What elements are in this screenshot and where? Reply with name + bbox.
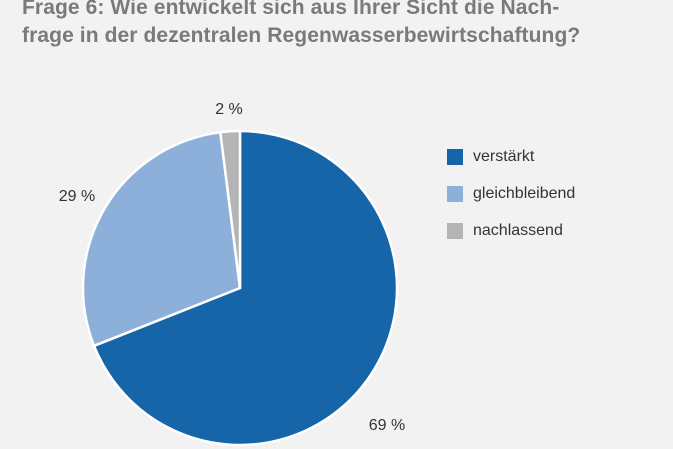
chart-title-line-2: frage in der dezentralen Regenwasserbewi… (22, 24, 581, 47)
legend-label-verstaerkt: verstärkt (473, 147, 535, 165)
legend-item-verstaerkt: verstärkt (447, 138, 575, 175)
legend-item-gleichbleibend: gleichbleibend (447, 175, 575, 212)
chart-title-line-1: Frage 6: Wie entwickelt sich aus Ihrer S… (22, 0, 560, 19)
pie-slice-verstaerkt (92, 129, 399, 447)
legend-item-nachlassend: nachlassend (447, 212, 575, 249)
legend-swatch-verstaerkt (447, 148, 463, 165)
legend: verstärkt gleichbleibend nachlassend (447, 138, 575, 249)
legend-label-gleichbleibend: gleichbleibend (473, 184, 576, 202)
chart-title: Frage 6: Wie entwickelt sich aus Ihrer S… (22, 0, 662, 50)
pie-slice-nachlassend (219, 129, 242, 290)
data-label-gleichbleibend: 29 % (59, 188, 95, 205)
data-label-nachlassend: 2 % (215, 101, 243, 118)
legend-swatch-nachlassend (447, 222, 463, 239)
data-label-verstaerkt: 69 % (369, 417, 405, 434)
legend-label-nachlassend: nachlassend (473, 221, 563, 239)
pie-slice-gleichbleibend (81, 130, 242, 348)
legend-swatch-gleichbleibend (447, 185, 463, 202)
